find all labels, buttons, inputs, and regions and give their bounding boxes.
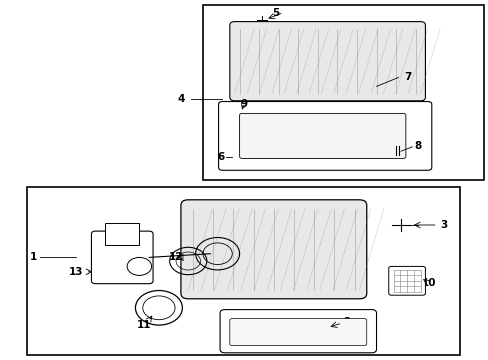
Bar — [27, 187, 459, 355]
Text: 12: 12 — [168, 252, 183, 262]
Bar — [105, 223, 139, 245]
Text: 4: 4 — [177, 94, 184, 104]
FancyBboxPatch shape — [229, 22, 425, 101]
Text: 8: 8 — [414, 141, 421, 151]
Bar — [203, 5, 483, 180]
FancyBboxPatch shape — [229, 319, 366, 346]
FancyBboxPatch shape — [239, 113, 405, 158]
Text: 2: 2 — [343, 317, 350, 327]
FancyBboxPatch shape — [388, 266, 425, 295]
Text: 1: 1 — [30, 252, 37, 262]
Text: 10: 10 — [421, 278, 436, 288]
FancyBboxPatch shape — [181, 200, 366, 299]
FancyBboxPatch shape — [218, 102, 431, 170]
FancyBboxPatch shape — [220, 310, 376, 353]
Text: 11: 11 — [137, 320, 151, 330]
Text: 3: 3 — [440, 220, 447, 230]
Text: 13: 13 — [68, 267, 83, 277]
Text: 9: 9 — [241, 99, 247, 109]
Text: 7: 7 — [404, 72, 411, 82]
Text: 5: 5 — [272, 8, 279, 18]
FancyBboxPatch shape — [91, 231, 153, 284]
Text: 6: 6 — [217, 152, 224, 162]
